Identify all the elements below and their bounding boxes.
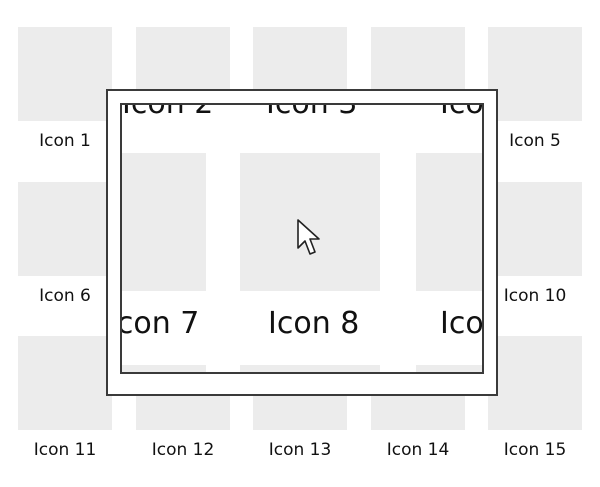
icon-item[interactable]: Icon 11	[18, 336, 112, 460]
icon-label: Icon 11	[33, 440, 97, 460]
magnifier-lens: Icon 2 Icon 3 Icon 4 Icon 7 Icon 8 Icon …	[120, 103, 484, 374]
magnified-label: Icon 9	[440, 306, 484, 341]
magnified-label: Icon 3	[266, 103, 358, 121]
icon-tile[interactable]	[18, 182, 112, 276]
icon-tile[interactable]	[18, 336, 112, 430]
icon-label: Icon 1	[39, 131, 91, 151]
icon-label: Icon 12	[151, 440, 215, 460]
magnified-tile	[416, 153, 482, 291]
magnified-tile	[416, 365, 482, 372]
icon-item[interactable]: Icon 1	[18, 27, 112, 151]
magnified-tile	[240, 365, 380, 372]
icon-label: Icon 10	[503, 286, 567, 306]
icon-label: Icon 15	[503, 440, 567, 460]
icon-tile[interactable]	[488, 336, 582, 430]
magnified-label: Icon 4	[440, 103, 484, 121]
icon-tile[interactable]	[488, 27, 582, 121]
icon-label: Icon 14	[386, 440, 450, 460]
icon-label: Icon 13	[268, 440, 332, 460]
icon-item[interactable]: Icon 15	[488, 336, 582, 460]
icon-item[interactable]: Icon 6	[18, 182, 112, 306]
magnified-label: Icon 8	[268, 306, 360, 341]
magnified-label: Icon 7	[122, 306, 200, 341]
magnified-tile	[122, 365, 206, 372]
magnified-tile	[122, 153, 206, 291]
magnified-tile	[240, 153, 380, 291]
icon-label: Icon 6	[39, 286, 91, 306]
magnified-label: Icon 2	[122, 103, 214, 121]
magnified-view: Icon 2 Icon 3 Icon 4 Icon 7 Icon 8 Icon …	[122, 103, 484, 372]
icon-label: Icon 5	[509, 131, 561, 151]
icon-tile[interactable]	[18, 27, 112, 121]
icon-item[interactable]: Icon 5	[488, 27, 582, 151]
icon-item[interactable]: Icon 10	[488, 182, 582, 306]
icon-tile[interactable]	[488, 182, 582, 276]
arrow-cursor-icon	[297, 219, 320, 255]
